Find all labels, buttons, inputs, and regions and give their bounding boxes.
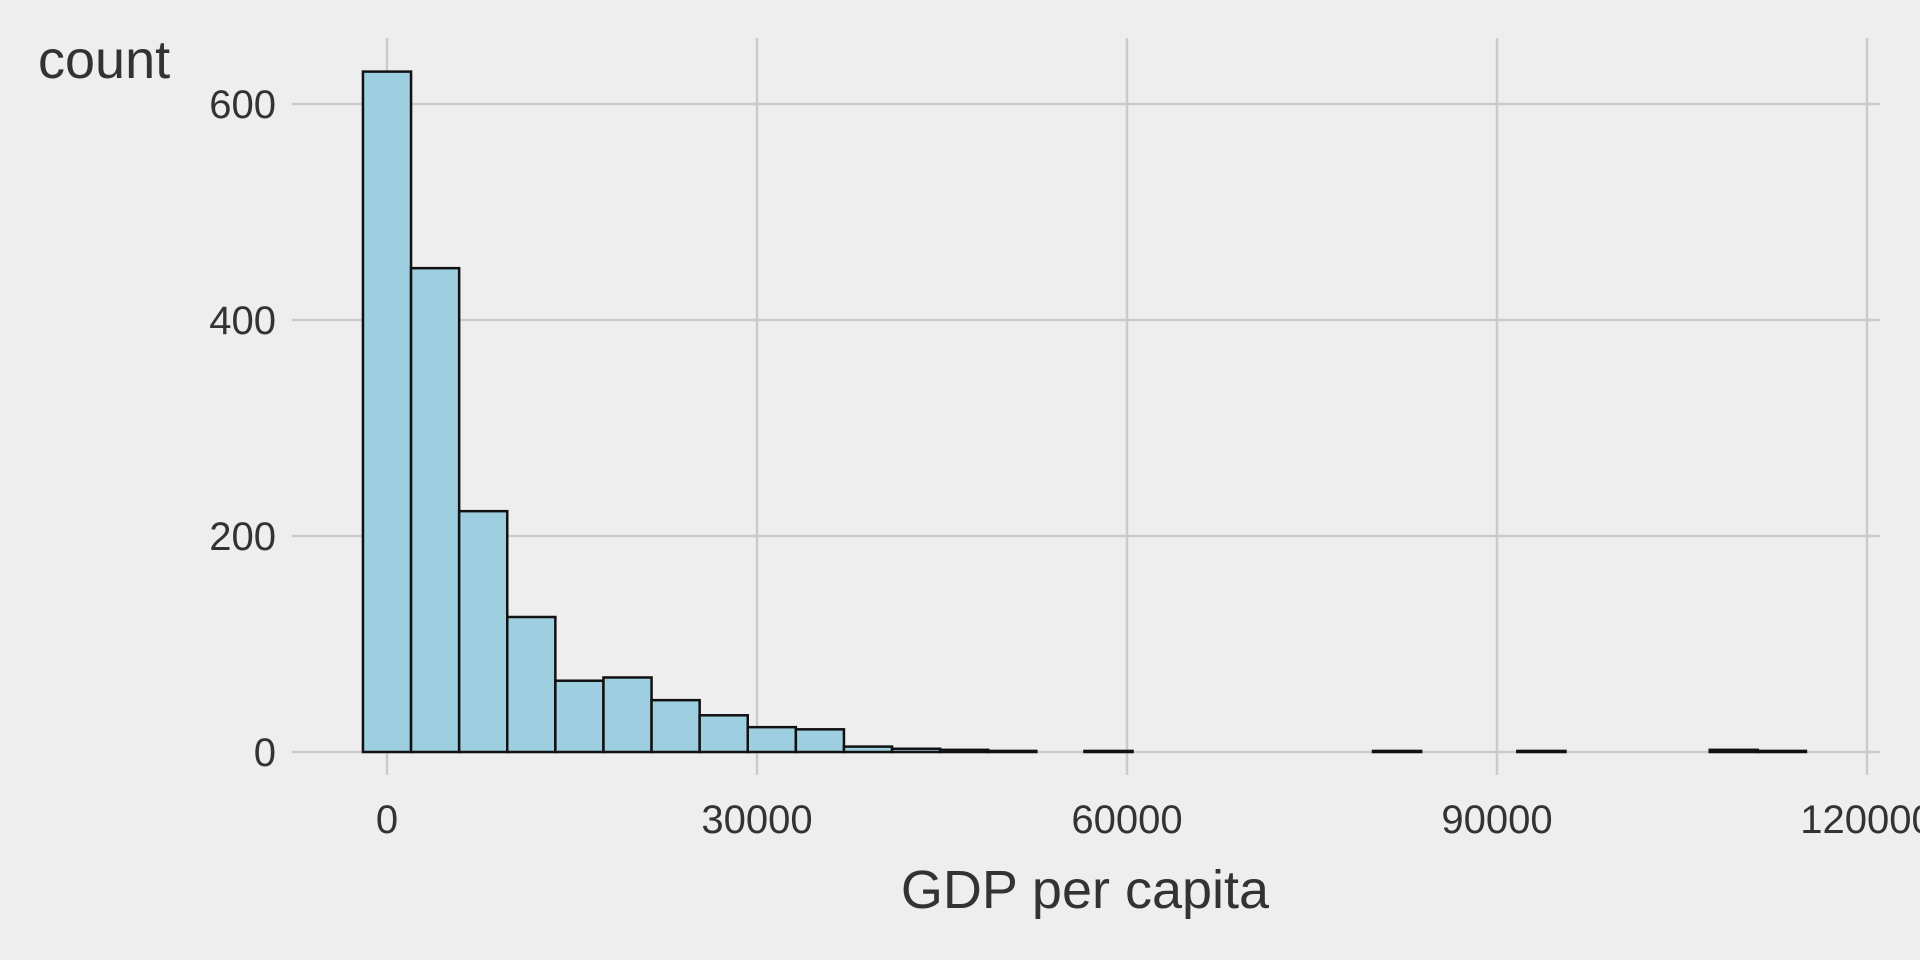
histogram-bar [746,725,798,754]
histogram-bar [794,728,846,754]
histogram-bar [1708,748,1760,754]
histogram-bar [650,698,701,754]
histogram-bar [890,747,942,754]
y-axis-title: count [38,30,170,90]
histogram-bars [361,70,1808,754]
histogram-bar [506,615,557,754]
x-tick-label: 60000 [1071,798,1182,842]
histogram-bar [842,745,894,754]
y-tick-label: 600 [209,83,276,127]
histogram-bar [554,679,605,754]
histogram-bar [1371,749,1423,754]
histogram-bar [1083,749,1134,754]
y-tick-label: 400 [209,299,276,343]
histogram-bar [1516,749,1567,754]
histogram-bar [1756,749,1808,754]
y-tick-label: 200 [209,515,276,559]
histogram-bar [987,749,1038,754]
histogram-bar [698,714,750,754]
x-axis-title: GDP per capita [901,860,1270,920]
x-tick-label: 30000 [701,798,812,842]
x-tick-label: 0 [376,798,398,842]
histogram-bar [409,266,461,754]
x-tick-label: 90000 [1441,798,1552,842]
histogram-bar [361,70,413,754]
y-tick-label: 0 [254,731,276,775]
histogram-bar [457,509,509,754]
histogram-bar [602,676,653,754]
histogram-bar [938,748,990,754]
